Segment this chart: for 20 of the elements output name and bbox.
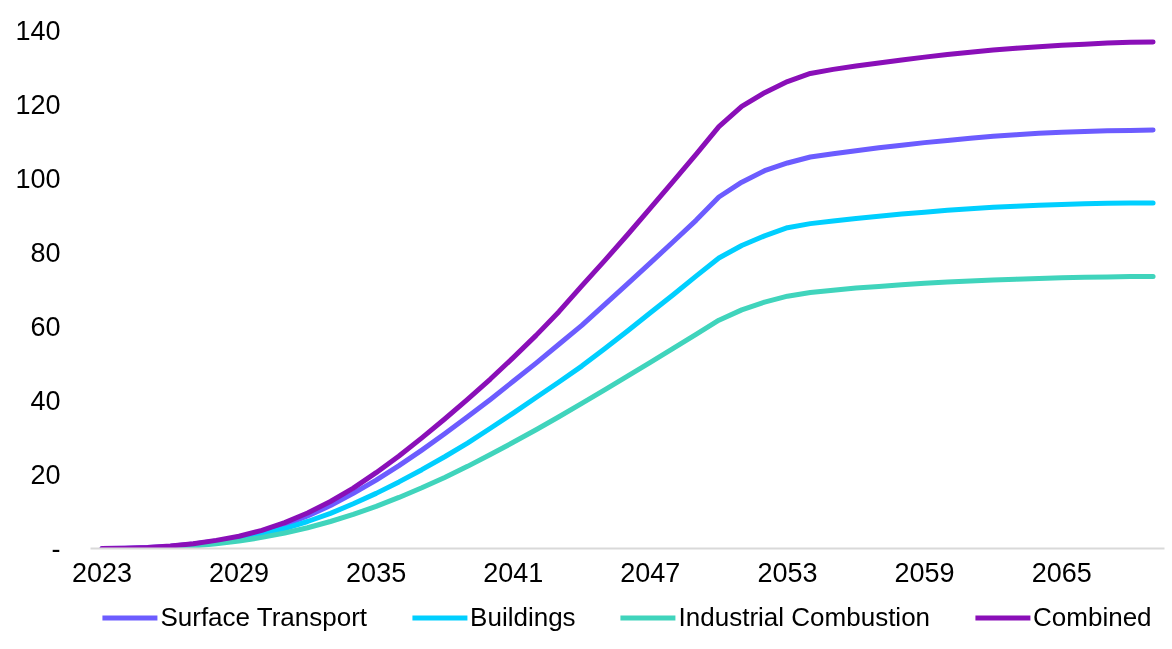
y-tick-label: 100 (15, 164, 61, 194)
x-tick-label: 2029 (209, 557, 270, 588)
x-tick-label: 2035 (346, 557, 407, 588)
x-tick-label: 2065 (1031, 557, 1092, 588)
y-tick-label: 20 (30, 460, 61, 490)
y-tick-label: 120 (15, 90, 61, 120)
legend-label: Industrial Combustion (678, 601, 931, 633)
x-tick-label: 2047 (620, 557, 681, 588)
y-tick-label: 80 (30, 238, 61, 268)
y-tick-label: 140 (15, 16, 61, 46)
x-tick-label: 2023 (71, 557, 132, 588)
legend-label: Combined (1033, 601, 1152, 633)
y-tick-label: 60 (30, 312, 61, 342)
y-tick-label: - (51, 534, 61, 564)
legend-label: Surface Transport (160, 601, 368, 633)
x-tick-label: 2053 (757, 557, 818, 588)
x-tick-label: 2059 (894, 557, 955, 588)
y-tick-label: 40 (30, 386, 61, 416)
x-tick-label: 2041 (483, 557, 544, 588)
legend-label: Buildings (470, 601, 576, 633)
